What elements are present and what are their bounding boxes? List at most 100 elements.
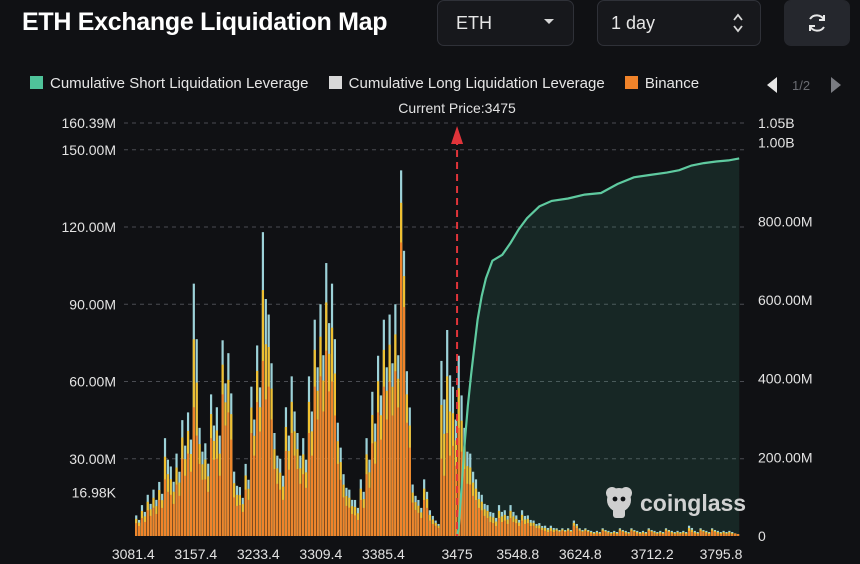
bar-binance xyxy=(440,458,443,536)
pager-prev-icon[interactable] xyxy=(765,76,779,94)
chart-legend: Cumulative Short Liquidation Leverage Cu… xyxy=(30,75,750,97)
bar-binance xyxy=(181,458,184,536)
bar-binance xyxy=(575,527,578,536)
bar-binance xyxy=(567,530,570,536)
y-left-tick-label: 60.00M xyxy=(69,374,116,390)
bar-binance xyxy=(394,371,397,536)
bar-binance xyxy=(564,531,567,536)
bar-binance xyxy=(293,455,296,536)
bar-binance xyxy=(402,307,406,536)
bar-binance xyxy=(362,507,365,536)
x-tick-label: 3795.8 xyxy=(700,546,743,562)
pager-next-icon[interactable] xyxy=(829,76,843,94)
bar-binance xyxy=(716,533,719,536)
caret-down-icon xyxy=(544,19,554,24)
bar-binance xyxy=(656,533,659,536)
x-tick-label: 3385.4 xyxy=(362,546,405,562)
bar-binance xyxy=(241,511,244,536)
bar-binance xyxy=(207,491,210,536)
bar-binance xyxy=(342,497,345,536)
bar-binance xyxy=(428,520,432,536)
bar-binance xyxy=(284,451,288,536)
time-range-select[interactable]: 1 day xyxy=(597,0,761,46)
bar-binance xyxy=(492,523,495,536)
bar-binance xyxy=(693,533,696,536)
bar-binance xyxy=(477,507,480,536)
bar-binance xyxy=(319,376,322,536)
bar-binance xyxy=(518,525,521,536)
bar-binance xyxy=(388,381,391,536)
bar-binance xyxy=(687,530,691,536)
y-left-tick-label: 30.00M xyxy=(69,451,116,467)
bar-binance xyxy=(483,515,486,536)
bar-binance xyxy=(339,479,342,536)
bar-binance xyxy=(630,530,633,536)
bar-binance xyxy=(201,479,204,536)
bar-binance xyxy=(204,479,207,536)
bar-binance xyxy=(618,530,622,536)
bar-binance xyxy=(581,531,584,536)
bar-binance xyxy=(578,530,581,536)
bar-binance xyxy=(238,505,241,536)
bar-binance xyxy=(425,507,429,536)
bar-binance xyxy=(682,533,685,536)
bar-binance xyxy=(235,505,239,536)
bar-binance xyxy=(233,497,236,536)
bar-binance xyxy=(598,533,601,536)
y-left-ticks: 16.98K 30.00M 60.00M 90.00M 120.00M 150.00M 16… xyxy=(62,115,117,500)
refresh-icon xyxy=(809,14,825,32)
bar-binance xyxy=(636,533,639,536)
bar-binance xyxy=(690,531,694,536)
x-tick-label: 3081.4 xyxy=(112,546,155,562)
bar-binance xyxy=(615,533,619,536)
legend-item-short[interactable]: Cumulative Short Liquidation Leverage xyxy=(30,75,309,92)
bar-binance xyxy=(633,531,636,536)
bar-binance xyxy=(250,433,253,536)
y-right-tick-label: 400.00M xyxy=(758,371,812,387)
bar-binance xyxy=(140,517,144,536)
bar-binance xyxy=(244,489,247,536)
x-tick-label: 3157.4 xyxy=(174,546,217,562)
bar-binance xyxy=(443,475,446,536)
bar-binance xyxy=(247,499,250,536)
refresh-button[interactable] xyxy=(784,0,850,46)
bar-binance xyxy=(621,531,624,536)
bar-binance xyxy=(451,445,455,536)
legend-item-long[interactable]: Cumulative Long Liquidation Leverage xyxy=(328,75,605,92)
legend-swatch-short xyxy=(30,76,43,89)
bar-binance xyxy=(325,350,328,536)
legend-item-binance[interactable]: Binance xyxy=(624,75,699,92)
bar-binance xyxy=(713,531,717,536)
bar-binance xyxy=(641,533,645,536)
bar-binance xyxy=(497,517,501,536)
bar-binance xyxy=(685,533,688,536)
bar-binance xyxy=(230,439,233,536)
bar-binance xyxy=(382,386,385,536)
bar-binance xyxy=(178,495,181,536)
bar-binance xyxy=(316,419,319,536)
bar-binance xyxy=(736,533,740,536)
bar-binance xyxy=(702,531,705,536)
x-tick-label: 3712.2 xyxy=(631,546,674,562)
bar-binance xyxy=(379,439,383,536)
bar-binance xyxy=(411,502,414,536)
bar-binance xyxy=(371,443,374,536)
current-price-arrow xyxy=(451,126,464,144)
bar-binance xyxy=(650,531,653,536)
bar-binance xyxy=(198,463,201,536)
coin-select[interactable]: ETH xyxy=(437,0,574,46)
bar-binance xyxy=(474,499,478,536)
bar-binance xyxy=(227,412,230,536)
bar-binance xyxy=(509,517,512,536)
bar-binance xyxy=(495,525,498,536)
bar-binance xyxy=(673,533,676,536)
bar-binance xyxy=(512,521,515,536)
current-price-label: Current Price:3475 xyxy=(398,100,516,116)
bar-binance xyxy=(356,519,360,536)
bar-binance xyxy=(543,530,547,536)
bar-binance xyxy=(414,509,417,536)
bar-binance xyxy=(515,523,518,536)
bar-binance xyxy=(480,510,483,536)
bar-binance xyxy=(328,391,331,536)
